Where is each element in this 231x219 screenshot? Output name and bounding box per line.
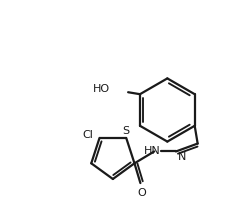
Text: HN: HN bbox=[143, 147, 160, 156]
Text: N: N bbox=[178, 152, 186, 162]
Text: HO: HO bbox=[93, 84, 110, 94]
Text: Cl: Cl bbox=[83, 130, 94, 140]
Text: S: S bbox=[123, 126, 130, 136]
Text: O: O bbox=[137, 188, 146, 198]
